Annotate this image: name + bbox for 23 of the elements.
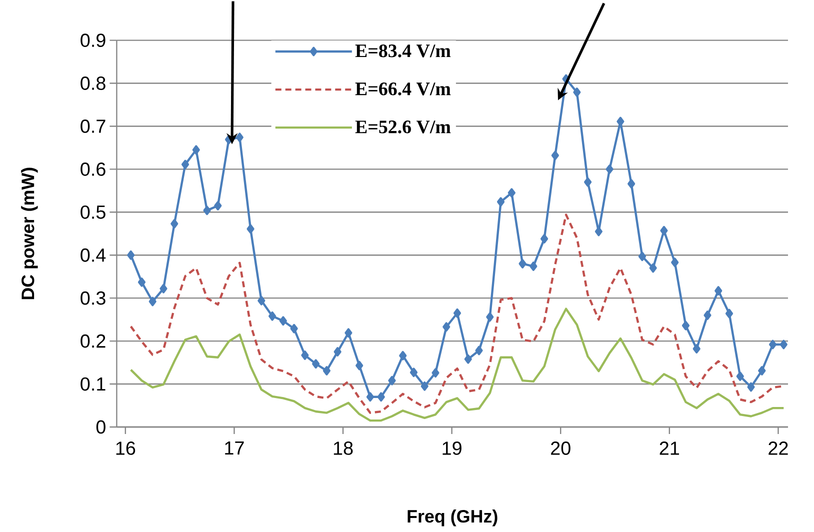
y-tick-label: 0 — [96, 420, 106, 434]
y-axis-title: DC power (mW) — [21, 168, 38, 300]
legend-label: E=83.4 V/m — [355, 44, 451, 58]
x-tick-label: 18 — [334, 441, 353, 455]
x-tick-label: 17 — [225, 441, 244, 454]
y-tick-label: 0.1 — [80, 377, 106, 391]
y-tick-label: 0.8 — [80, 76, 106, 90]
y-tick-label: 0.4 — [80, 248, 106, 262]
x-tick-label: 19 — [442, 441, 462, 455]
x-tick-label: 22 — [768, 441, 788, 455]
x-tick-label: 16 — [116, 441, 136, 455]
legend-label: E=52.6 V/m — [355, 120, 451, 134]
y-tick-label: 0.2 — [80, 334, 106, 348]
y-tick-label: 0.9 — [80, 33, 106, 47]
x-tick-label: 21 — [660, 441, 680, 455]
y-tick-label: 0.6 — [80, 162, 106, 176]
legend-label: E=66.4 V/m — [355, 82, 451, 96]
y-tick-label: 0.7 — [80, 119, 106, 133]
x-tick-label: 20 — [551, 441, 570, 455]
y-tick-label: 0.3 — [80, 291, 106, 305]
y-tick-label: 0.5 — [80, 205, 106, 219]
line-series — [130, 308, 785, 422]
x-axis-title: Freq (GHz) — [408, 509, 498, 526]
